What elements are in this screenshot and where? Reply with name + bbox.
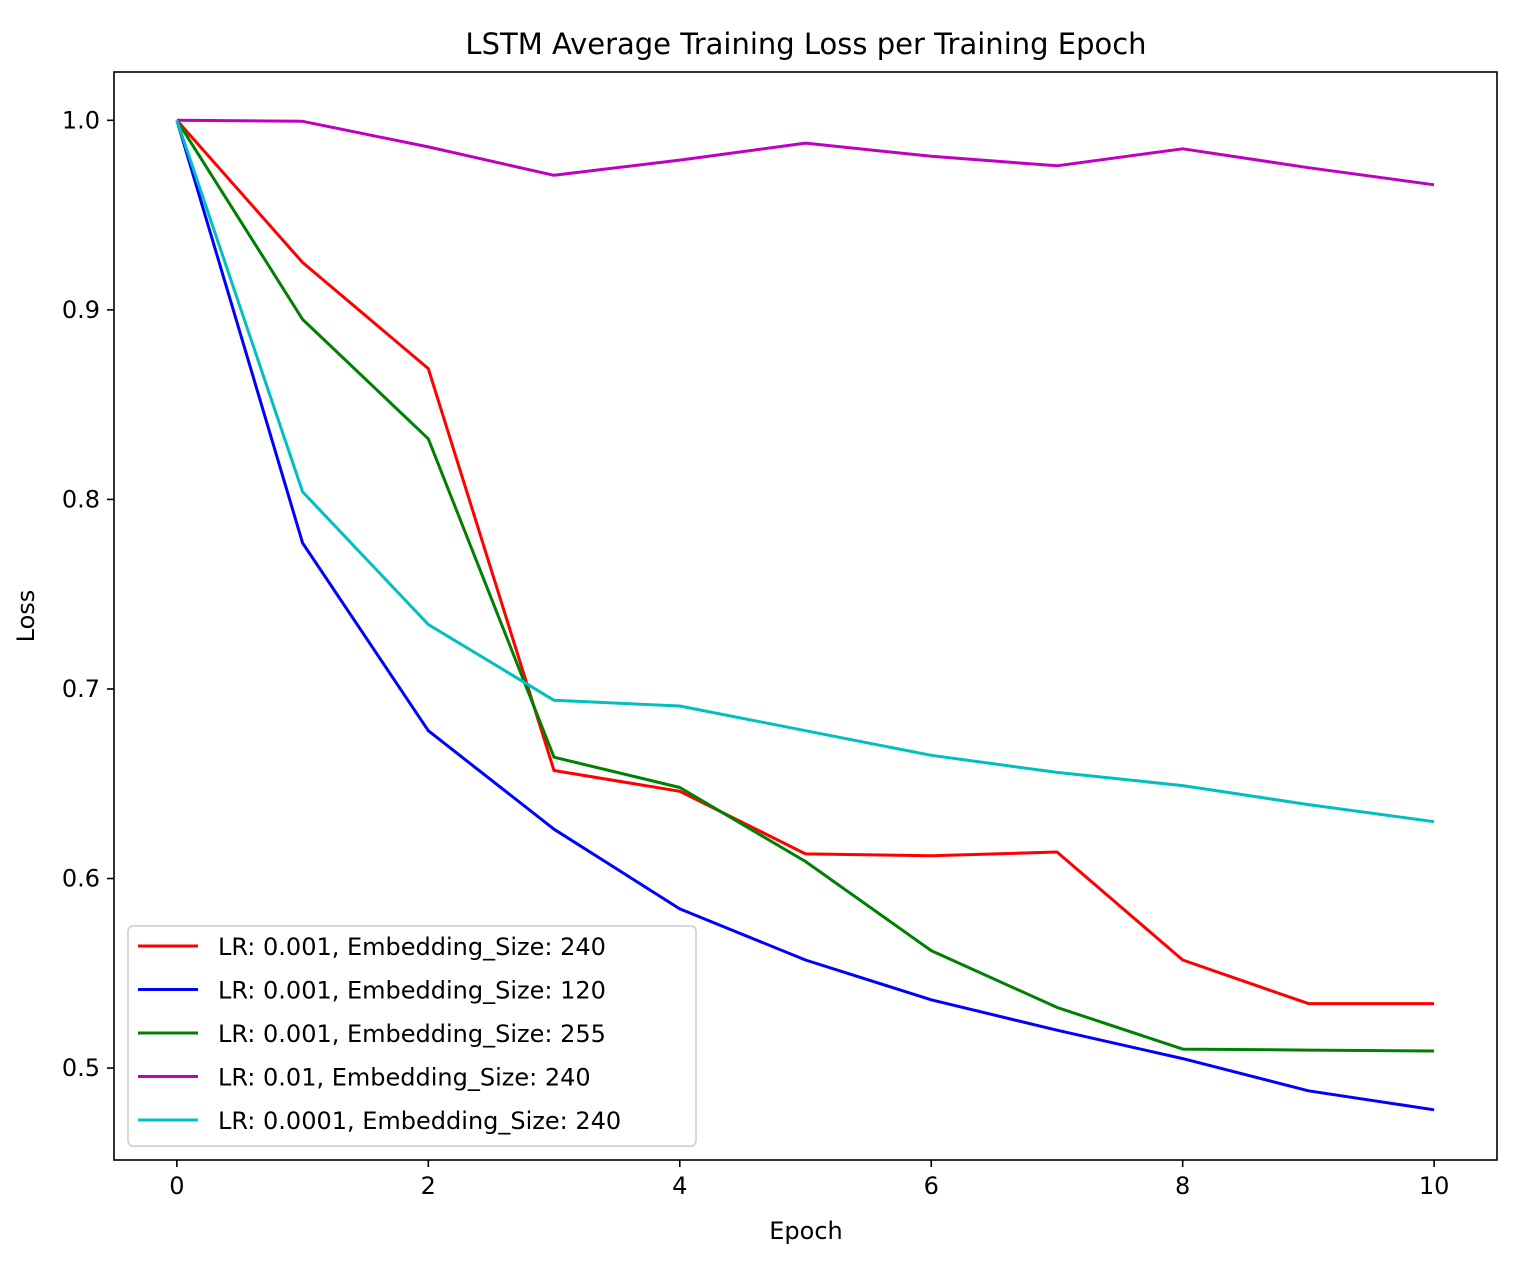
x-tick-label: 8 [1175, 1172, 1190, 1200]
series-line-3 [175, 119, 1435, 1053]
legend-box [127, 925, 697, 1147]
x-axis-label: Epoch [769, 1217, 843, 1245]
series-line-4 [176, 118, 1435, 187]
legend-label: LR: 0.001, Embedding_Size: 240 [218, 933, 606, 961]
y-tick-label: 0.5 [62, 1054, 100, 1082]
x-tick-label: 6 [924, 1172, 939, 1200]
x-tick-label: 0 [169, 1172, 184, 1200]
series-line-1 [175, 119, 1435, 1006]
y-tick-label: 1.0 [62, 106, 100, 134]
chart-title: LSTM Average Training Loss per Training … [465, 27, 1146, 61]
series-line-5 [175, 119, 1435, 824]
legend: LR: 0.001, Embedding_Size: 240 LR: 0.001,… [127, 925, 697, 1147]
series-lines [175, 118, 1435, 1112]
x-tick-label: 4 [672, 1172, 687, 1200]
plot-area-frame [113, 71, 1498, 1161]
x-tick-label: 2 [421, 1172, 436, 1200]
legend-label: LR: 0.0001, Embedding_Size: 240 [218, 1107, 621, 1135]
y-tick-label: 0.8 [62, 485, 100, 513]
legend-label: LR: 0.001, Embedding_Size: 120 [218, 977, 606, 1005]
y-tick-label: 0.7 [62, 675, 100, 703]
y-axis-label: Loss [12, 590, 40, 643]
legend-label: LR: 0.001, Embedding_Size: 255 [218, 1020, 606, 1048]
y-tick-label: 0.9 [62, 296, 100, 324]
x-tick-label: 10 [1419, 1172, 1450, 1200]
axis-ticks: 0 2 4 6 8 10 0.5 0.6 0.7 0.8 0.9 1.0 [62, 106, 1450, 1200]
legend-label: LR: 0.01, Embedding_Size: 240 [218, 1064, 591, 1092]
series-line-2 [175, 119, 1435, 1112]
y-tick-label: 0.6 [62, 865, 100, 893]
